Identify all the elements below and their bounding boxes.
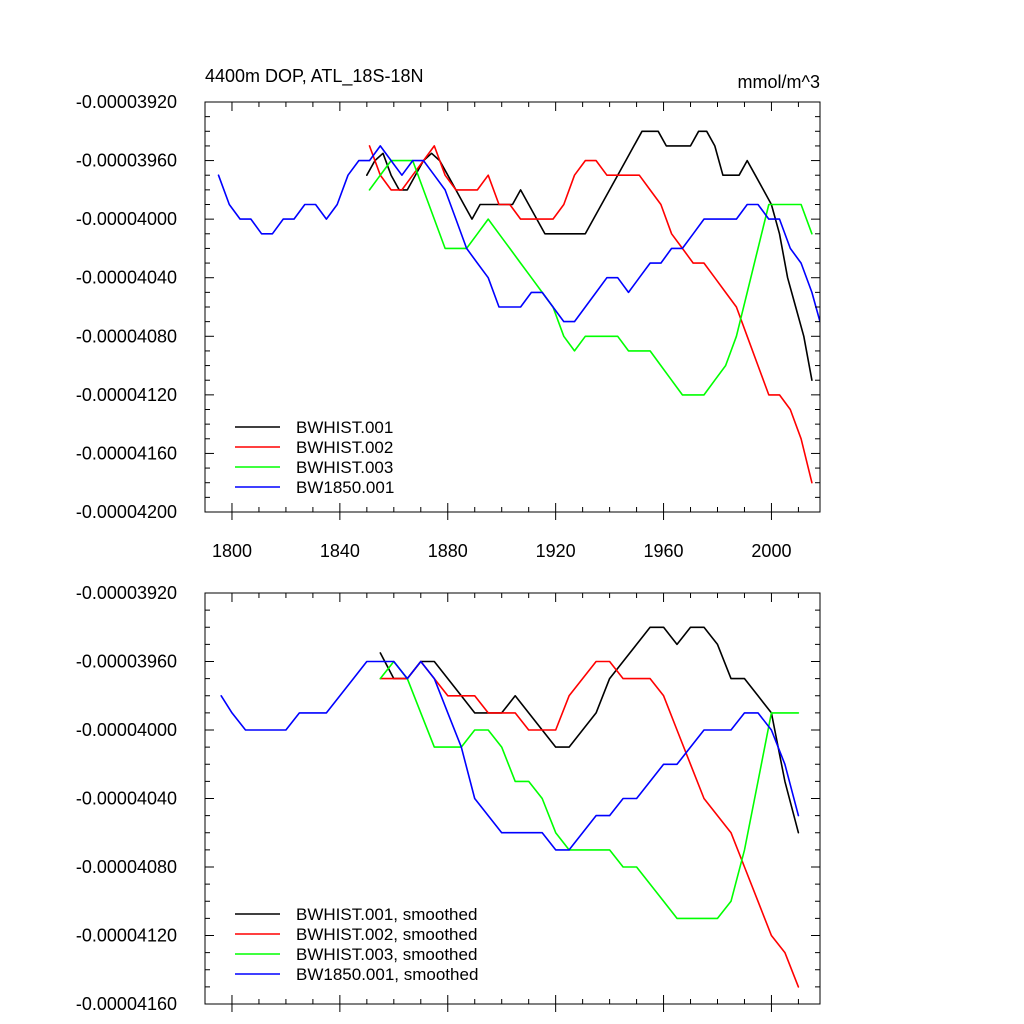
series-group: [220, 626, 800, 988]
y-tick-label: -0.00003920: [76, 583, 177, 603]
y-tick-label: -0.00004160: [76, 994, 177, 1014]
x-tick-label: 1800: [212, 541, 252, 561]
legend-label: BW1850.001, smoothed: [296, 965, 478, 984]
y-tick-label: -0.00003960: [76, 652, 177, 672]
chart-title: 4400m DOP, ATL_18S-18N: [205, 66, 423, 87]
series-line-bw1850-001-smoothed: [220, 660, 800, 851]
series-line-bwhist-002-smoothed: [379, 660, 800, 988]
legend-label: BWHIST.002: [296, 438, 393, 457]
y-tick-label: -0.00004080: [76, 326, 177, 346]
y-tick-label: -0.00004200: [76, 502, 177, 522]
units-label: mmol/m^3: [738, 72, 820, 92]
x-tick-label: 1920: [536, 541, 576, 561]
series-line-bwhist-001-smoothed: [379, 626, 800, 834]
x-tick-label: 2000: [751, 541, 791, 561]
x-tick-label: 1880: [428, 541, 468, 561]
series-line-bwhist-002: [368, 145, 813, 484]
y-tick-label: -0.00004120: [76, 926, 177, 946]
legend-label: BWHIST.003, smoothed: [296, 945, 477, 964]
series-line-bw1850-001: [217, 145, 820, 323]
y-tick-label: -0.00003960: [76, 151, 177, 171]
y-tick-label: -0.00004120: [76, 385, 177, 405]
y-tick-label: -0.00003920: [76, 92, 177, 112]
x-tick-label: 1840: [320, 541, 360, 561]
series-line-bwhist-003-smoothed: [379, 660, 800, 920]
top-panel: -0.00003920 -0.00003960 -0.00004000 -0.0000…: [76, 66, 821, 561]
series-line-bwhist-001: [365, 130, 813, 382]
legend-label: BWHIST.002, smoothed: [296, 925, 477, 944]
y-tick-label: -0.00004040: [76, 789, 177, 809]
series-line-bwhist-003: [368, 159, 813, 396]
series-group: [217, 130, 820, 484]
x-tick-label: 1960: [644, 541, 684, 561]
y-tick-label: -0.00004000: [76, 720, 177, 740]
legend-label: BW1850.001: [296, 478, 394, 497]
y-tick-label: -0.00004000: [76, 209, 177, 229]
legend-label: BWHIST.001, smoothed: [296, 905, 477, 924]
y-tick-label: -0.00004160: [76, 443, 177, 463]
legend-label: BWHIST.003: [296, 458, 393, 477]
y-tick-label: -0.00004040: [76, 268, 177, 288]
bottom-panel: -0.00003920 -0.00003960 -0.00004000 -0.0000…: [76, 583, 821, 1014]
y-tick-label: -0.00004080: [76, 857, 177, 877]
legend-label: BWHIST.001: [296, 418, 393, 437]
